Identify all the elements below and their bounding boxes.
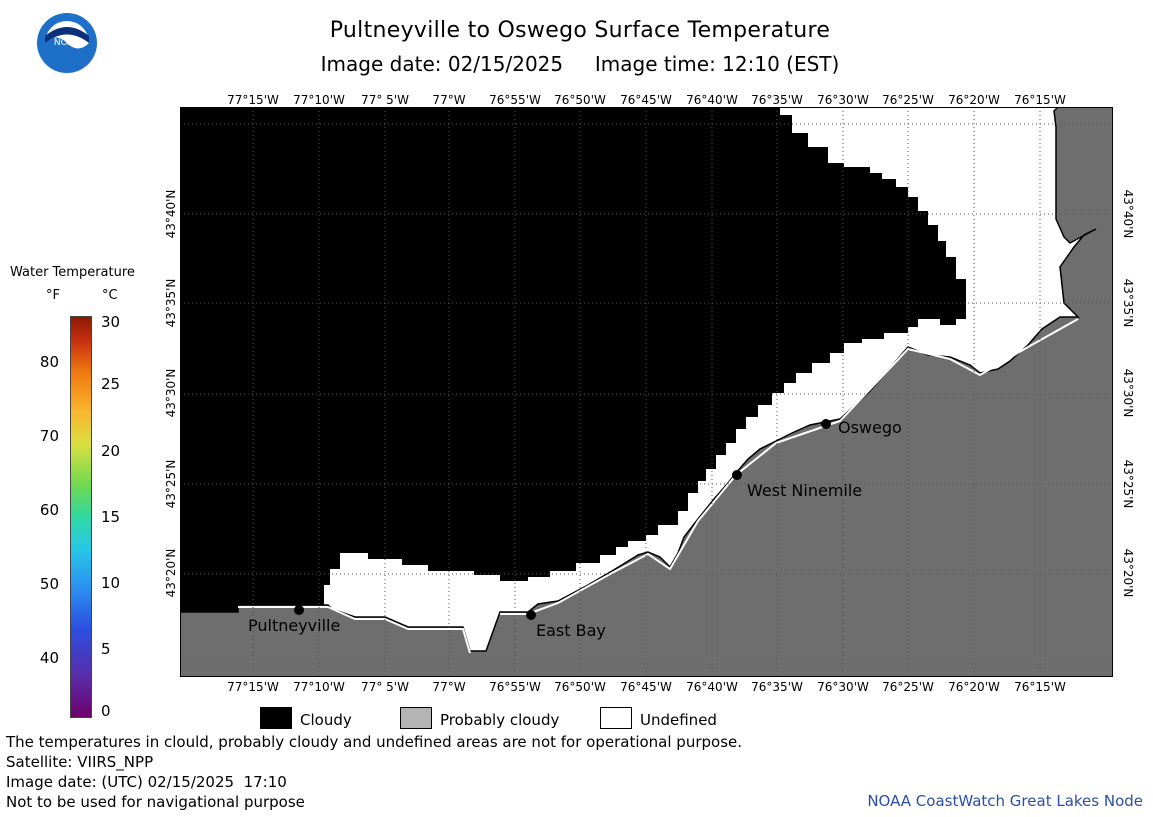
colorbar-tick-c: 15 [101,508,121,526]
place-pultneyville[interactable]: Pultneyville [248,605,340,635]
legend-unit-f: °F [46,288,60,303]
key-swatch-undefined [600,707,632,729]
colorbar-tick-f: 70 [39,427,59,445]
lon-top-label: 76°45'W [620,93,672,107]
lat-left-label: 43°20'N [164,548,178,598]
lon-bottom-label: 77° 5'W [361,680,409,694]
lon-top-label: 77°15'W [227,93,279,107]
lat-left-label: 43°25'N [164,459,178,509]
lon-bottom-label: 76°50'W [554,680,606,694]
lon-bottom-label: 76°35'W [751,680,803,694]
lon-top-label: 76°20'W [948,93,1000,107]
place-label: East Bay [536,621,606,640]
map-title: Pultneyville to Oswego Surface Temperatu… [329,18,831,43]
lon-top-label: 77° 5'W [361,93,409,107]
colorbar-tick-c: 5 [101,640,111,658]
place-east-bay[interactable]: East Bay [526,610,606,640]
surface-temperature-map[interactable]: Pultneyville East Bay West Ninemile Oswe… [180,107,1113,677]
lon-bottom-label: 77°W [432,680,466,694]
colorbar-tick-c: 25 [101,375,121,393]
temperature-colorbar [70,316,92,718]
lon-top-label: 76°40'W [686,93,738,107]
place-oswego[interactable]: Oswego [821,418,902,437]
colorbar-tick-c: 0 [101,702,111,720]
lon-top-label: 76°25'W [882,93,934,107]
lon-top-label: 76°35'W [751,93,803,107]
lon-bottom-label: 76°30'W [817,680,869,694]
key-swatch-probably-cloudy [400,707,432,729]
colorbar-tick-c: 20 [101,442,121,460]
lon-bottom-label: 76°40'W [686,680,738,694]
footer-satellite: Satellite: VIIRS_NPP [6,753,154,771]
footer-disclaimer: The temperatures in clould, probably clo… [6,733,743,751]
key-label-probably-cloudy: Probably cloudy [440,711,560,729]
lat-right-label: 43°20'N [1121,548,1135,598]
lon-bottom-label: 76°20'W [948,680,1000,694]
place-west-ninemile[interactable]: West Ninemile [732,470,862,500]
colorbar-tick-c: 10 [101,574,121,592]
place-label: Oswego [838,418,902,437]
lat-left-label: 43°40'N [164,189,178,239]
key-label-cloudy: Cloudy [300,711,352,729]
colorbar-tick-c: 30 [101,313,121,331]
map-subtitle: Image date: 02/15/2025 Image time: 12:10… [320,52,840,76]
lon-top-label: 77°10'W [293,93,345,107]
colorbar-tick-f: 40 [39,649,59,667]
lon-bottom-label: 76°45'W [620,680,672,694]
lat-left-label: 43°30'N [164,368,178,418]
key-label-undefined: Undefined [640,711,717,729]
footer-image-date: Image date: (UTC) 02/15/2025 17:10 [6,773,287,791]
noaa-logo: NOAA [37,13,97,73]
place-label: Pultneyville [248,616,340,635]
colorbar-tick-f: 60 [39,501,59,519]
lon-top-label: 76°55'W [489,93,541,107]
graticule [180,107,1113,677]
cloud-area [180,107,966,612]
lon-bottom-label: 77°10'W [293,680,345,694]
lat-right-label: 43°35'N [1121,278,1135,328]
colorbar-tick-f: 50 [39,575,59,593]
lat-left-label: 43°35'N [164,278,178,328]
place-label: West Ninemile [747,481,862,500]
lon-top-label: 77°W [432,93,466,107]
colorbar-tick-f: 80 [39,353,59,371]
lat-right-label: 43°25'N [1121,459,1135,509]
lon-top-label: 76°50'W [554,93,606,107]
lon-top-label: 76°30'W [817,93,869,107]
legend-unit-c: °C [102,288,118,303]
footer-navigation-warning: Not to be used for navigational purpose [6,793,305,811]
footer-credit[interactable]: NOAA CoastWatch Great Lakes Node [867,792,1143,810]
lat-right-label: 43°40'N [1121,189,1135,239]
legend-title: Water Temperature [10,265,135,280]
logo-text: NOAA [54,38,81,48]
lon-bottom-label: 76°25'W [882,680,934,694]
lat-right-label: 43°30'N [1121,368,1135,418]
land-area [180,107,1113,677]
lon-bottom-label: 76°15'W [1014,680,1066,694]
lon-bottom-label: 76°55'W [489,680,541,694]
lon-bottom-label: 77°15'W [227,680,279,694]
lon-top-label: 76°15'W [1014,93,1066,107]
key-swatch-cloudy [260,707,292,729]
